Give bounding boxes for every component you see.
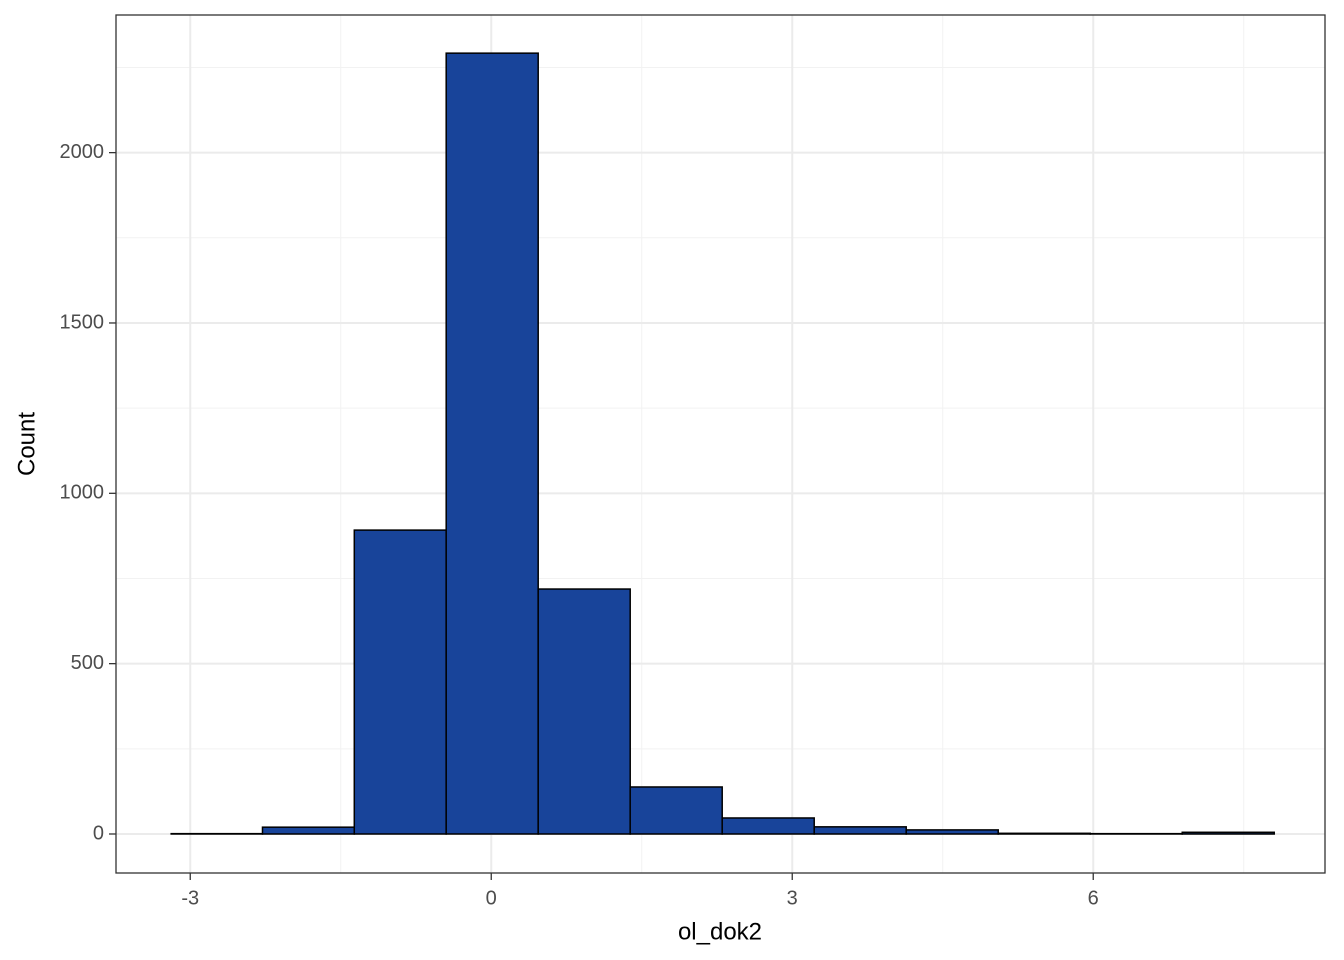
- x-tick-label: 0: [486, 887, 497, 909]
- bar: [721, 817, 815, 835]
- bars: [170, 52, 1275, 835]
- y-tick-label: 0: [93, 822, 104, 844]
- bar: [445, 52, 539, 835]
- bar: [813, 826, 907, 835]
- x-tick-label: 6: [1088, 887, 1099, 909]
- y-tick-label: 500: [71, 652, 104, 674]
- y-tick-label: 2000: [60, 141, 105, 163]
- bar: [261, 826, 356, 835]
- x-axis-title: ol_dok2: [678, 918, 762, 945]
- x-tick-label: -3: [181, 887, 199, 909]
- bar: [1181, 831, 1275, 835]
- bar: [997, 832, 1091, 835]
- y-tick-label: 1500: [60, 311, 105, 333]
- y-tick-label: 1000: [60, 482, 105, 504]
- panel-border: [115, 14, 1326, 874]
- bar: [537, 588, 631, 835]
- x-tick-label: 3: [787, 887, 798, 909]
- y-axis-title: Count: [13, 412, 40, 476]
- bar: [905, 829, 999, 835]
- bar: [629, 786, 723, 835]
- bar: [353, 529, 447, 835]
